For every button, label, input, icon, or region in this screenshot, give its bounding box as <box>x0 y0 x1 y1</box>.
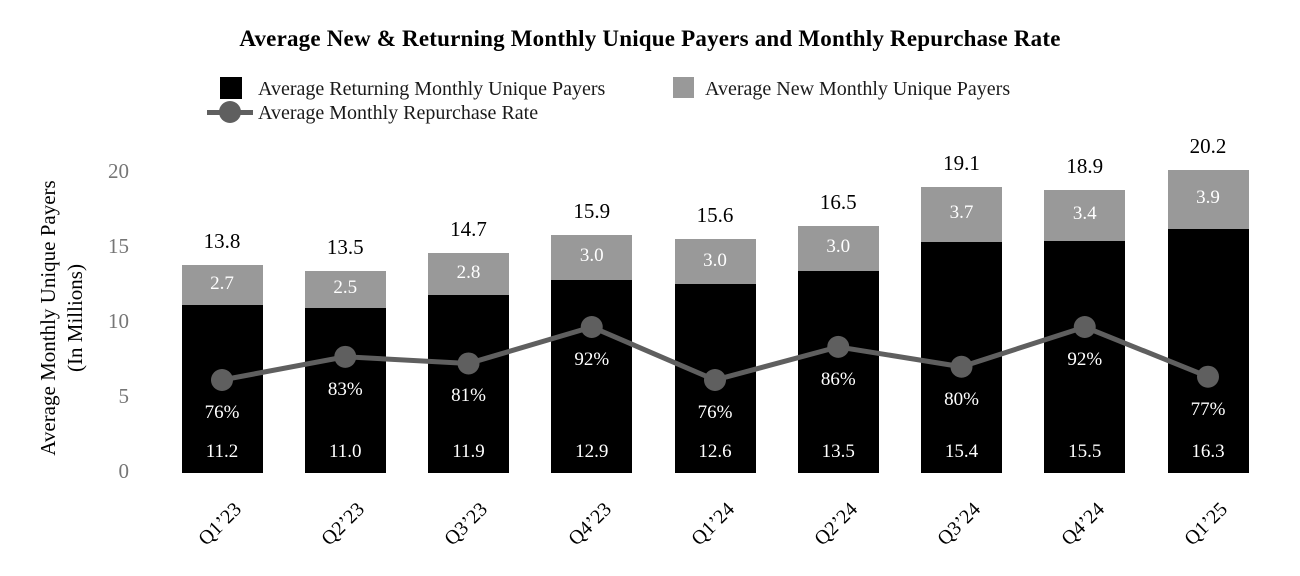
bar-total-label: 15.9 <box>573 198 611 223</box>
x-axis-label: Q1’25 <box>1180 498 1232 550</box>
bar-returning-label: 13.5 <box>821 441 855 462</box>
y-axis-tick: 15 <box>108 234 129 258</box>
rate-label: 92% <box>574 349 610 370</box>
new-payers-swatch-icon <box>673 77 694 98</box>
bar-returning-label: 16.3 <box>1191 441 1225 462</box>
bar-new-segment <box>921 186 1002 242</box>
rate-label: 92% <box>1067 349 1103 370</box>
bar-returning-label: 15.4 <box>944 441 979 462</box>
bar-total-label: 20.2 <box>1189 134 1227 158</box>
y-axis-tick: 0 <box>118 459 130 483</box>
bar-returning-label: 12.9 <box>575 441 609 462</box>
x-axis-label: Q3’24 <box>933 498 986 550</box>
x-axis-label: Q4’24 <box>1056 498 1109 550</box>
x-axis-label: Q4’23 <box>563 498 616 550</box>
bar-new-label: 3.7 <box>949 202 974 224</box>
bar-new-segment <box>304 270 386 308</box>
bar-new-label: 3.4 <box>1072 203 1097 224</box>
bar-total-label: 16.5 <box>819 189 857 214</box>
bar-new-segment <box>551 234 633 280</box>
bar-new-segment <box>1044 189 1126 241</box>
bar-returning-label: 15.5 <box>1068 441 1102 462</box>
x-axis-label: Q2’24 <box>810 498 863 550</box>
bar-returning-segment <box>1167 228 1249 473</box>
bar-new-label: 2.7 <box>210 272 234 294</box>
bar-new-label: 3.9 <box>1196 187 1220 209</box>
bar-new-segment <box>674 239 756 284</box>
bar-new-segment <box>1167 170 1249 229</box>
chart-title: Average New & Returning Monthly Unique P… <box>239 26 1061 51</box>
bar-returning-label: 11.9 <box>452 441 485 462</box>
rate-label: 83% <box>327 378 363 400</box>
bar-new-label: 2.8 <box>456 261 481 283</box>
bar-returning-segment <box>428 294 509 473</box>
bar-returning-segment <box>921 242 1002 473</box>
bar-total-label: 14.7 <box>450 216 487 241</box>
y-axis-tick: 20 <box>108 159 129 183</box>
bar-total-label: 15.6 <box>696 203 734 227</box>
bar-returning-label: 12.6 <box>698 441 732 462</box>
rate-label: 81% <box>451 385 486 407</box>
bar-returning-label: 11.0 <box>328 441 362 462</box>
rate-label: 77% <box>1190 398 1226 420</box>
bar-new-segment <box>797 225 879 271</box>
bar-new-label: 3.0 <box>703 249 727 271</box>
rate-label: 76% <box>697 402 733 423</box>
bar-new-segment <box>181 264 263 305</box>
x-axis-label: Q3’23 <box>440 498 493 550</box>
y-axis-tick: 10 <box>108 309 129 333</box>
bar-total-label: 13.8 <box>203 228 241 253</box>
legend-label-rate: Average Monthly Repurchase Rate <box>258 102 539 124</box>
bar-total-label: 18.9 <box>1066 153 1104 178</box>
bar-total-label: 13.5 <box>326 234 364 259</box>
x-axis-label: Q2’23 <box>317 498 370 550</box>
bar-new-label: 2.5 <box>333 277 358 299</box>
bar-total-label: 19.1 <box>943 150 980 175</box>
x-axis-label: Q1’24 <box>687 498 739 550</box>
y-axis-tick: 5 <box>118 384 130 408</box>
bar-returning-label: 11.2 <box>205 441 239 462</box>
x-axis-label: Q1’23 <box>194 498 246 550</box>
bar-new-label: 3.0 <box>826 236 851 257</box>
rate-label: 86% <box>820 368 856 390</box>
returning-payers-swatch-icon <box>220 77 242 99</box>
repurchase-rate-dot-icon <box>219 101 241 123</box>
rate-label: 80% <box>944 388 979 410</box>
rate-label: 76% <box>204 402 240 423</box>
bar-new-segment <box>428 252 509 295</box>
legend-label-new: Average New Monthly Unique Payers <box>705 78 1011 100</box>
bar-new-label: 3.0 <box>579 245 604 266</box>
legend-label-returning: Average Returning Monthly Unique Payers <box>258 78 606 100</box>
